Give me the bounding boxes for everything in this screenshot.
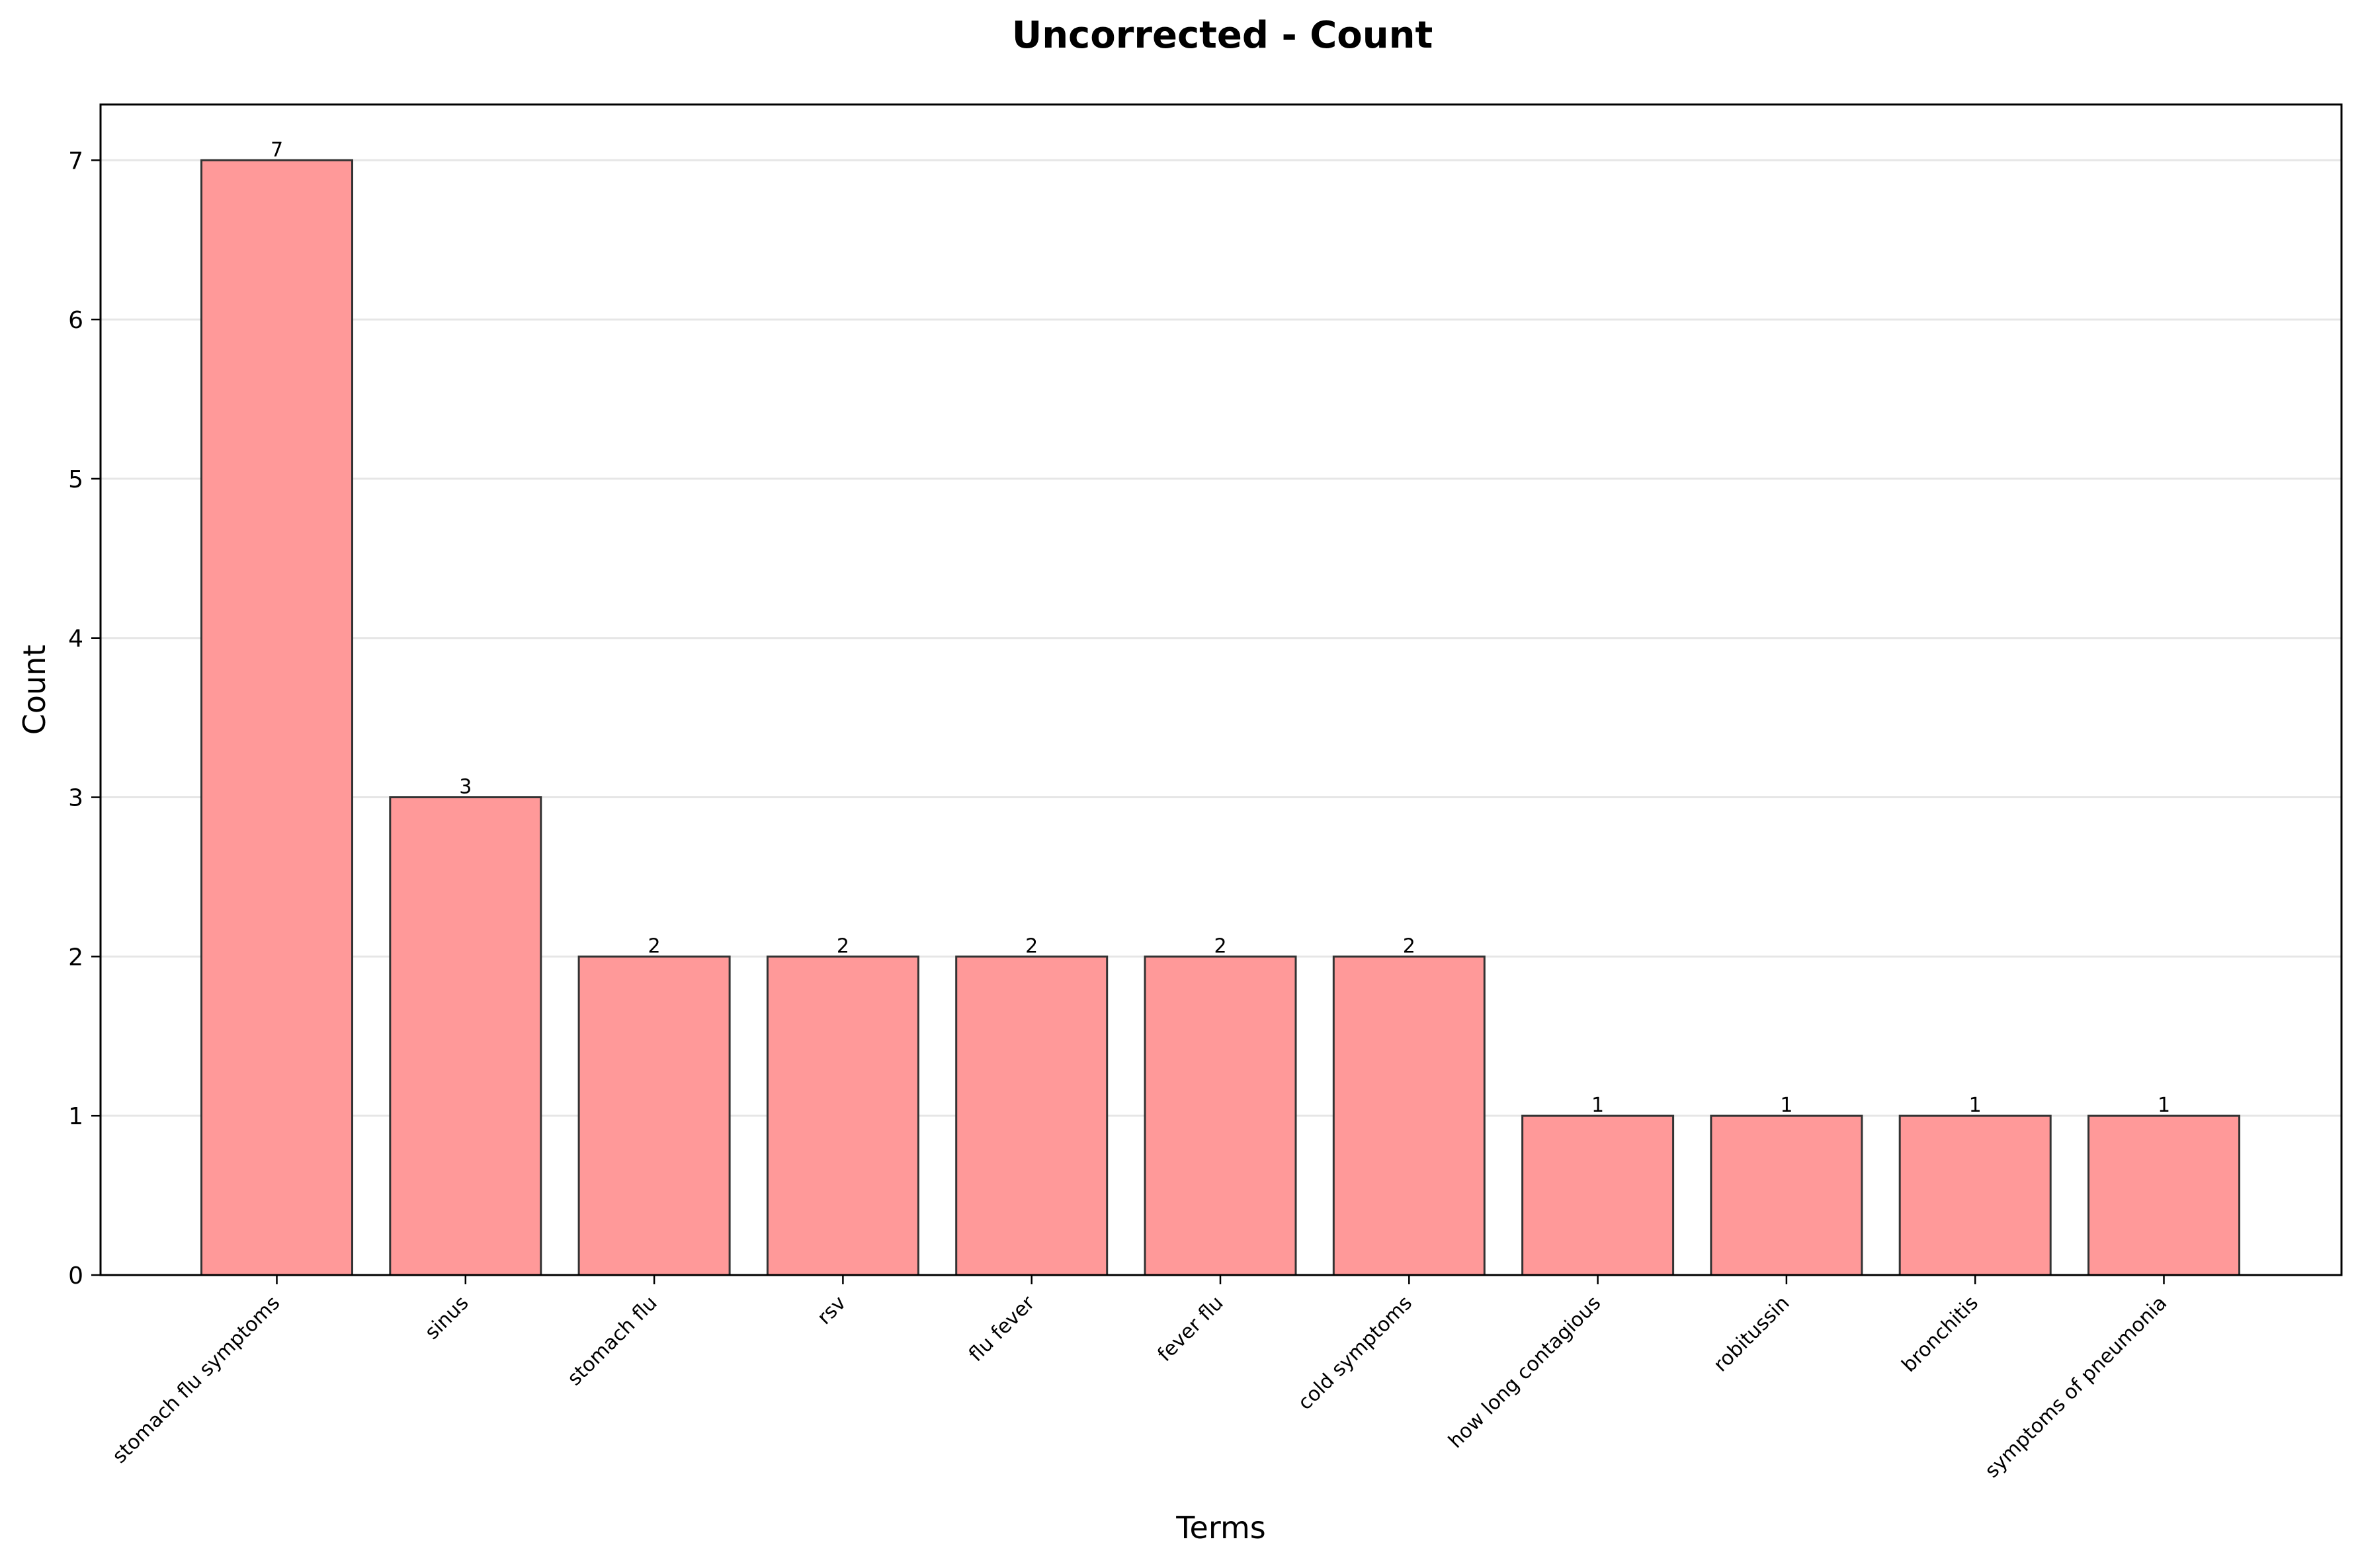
x-tick-label: symptoms of pneumonia — [1980, 1292, 2171, 1483]
y-tick-label: 4 — [68, 626, 83, 653]
x-tick-label: how long contagious — [1444, 1292, 1605, 1453]
data-label: 3 — [459, 776, 472, 799]
bar — [955, 955, 1109, 1276]
y-axis-ticks: 0 1 2 3 4 5 6 7 — [68, 147, 101, 1290]
data-label: 2 — [648, 934, 661, 958]
chart-title: Uncorrected - Count — [1012, 14, 1433, 57]
y-tick-label: 6 — [68, 307, 83, 334]
x-tick-label: sinus — [421, 1292, 474, 1344]
bars — [200, 159, 2240, 1276]
x-tick-label: stomach flu — [563, 1292, 661, 1390]
x-tick-label: cold symptoms — [1294, 1292, 1417, 1415]
data-label: 1 — [1591, 1094, 1604, 1117]
data-label: 1 — [1780, 1094, 1792, 1117]
bar — [766, 955, 919, 1276]
y-tick-label: 3 — [68, 785, 83, 812]
data-labels: 7 3 2 2 2 2 2 1 1 1 1 — [271, 138, 2170, 1117]
y-tick-label: 7 — [68, 147, 83, 175]
x-tick-label: bronchitis — [1898, 1292, 1983, 1377]
y-tick-label: 2 — [68, 944, 83, 971]
data-label: 2 — [1403, 934, 1415, 958]
bar — [1898, 1114, 2052, 1276]
bar — [200, 159, 353, 1276]
y-tick-label: 1 — [68, 1103, 83, 1130]
x-tick-label: flu fever — [964, 1291, 1040, 1366]
data-label: 2 — [1025, 934, 1038, 958]
bar — [1521, 1114, 1675, 1276]
data-label: 7 — [271, 138, 283, 161]
x-tick-label: fever flu — [1154, 1292, 1228, 1366]
bar — [1144, 955, 1297, 1276]
y-tick-label: 5 — [68, 466, 83, 493]
data-label: 2 — [837, 934, 849, 958]
data-label: 1 — [1969, 1094, 1982, 1117]
data-label: 2 — [1214, 934, 1226, 958]
bar — [1332, 955, 1486, 1276]
x-tick-label: robitussin — [1709, 1292, 1794, 1377]
bar — [1710, 1114, 1863, 1276]
data-label: 1 — [2158, 1094, 2170, 1117]
x-axis-label: Terms — [1175, 1510, 1265, 1546]
bar — [577, 955, 731, 1276]
y-axis-label: Count — [17, 645, 52, 735]
x-tick-label: rsv — [813, 1292, 851, 1329]
bar — [389, 796, 542, 1276]
y-tick-label: 0 — [68, 1262, 83, 1290]
x-axis-ticks: stomach flu symptoms sinus stomach flu rsv f… — [108, 1275, 2171, 1483]
bar — [2087, 1114, 2240, 1276]
x-tick-label: stomach flu symptoms — [108, 1292, 284, 1468]
